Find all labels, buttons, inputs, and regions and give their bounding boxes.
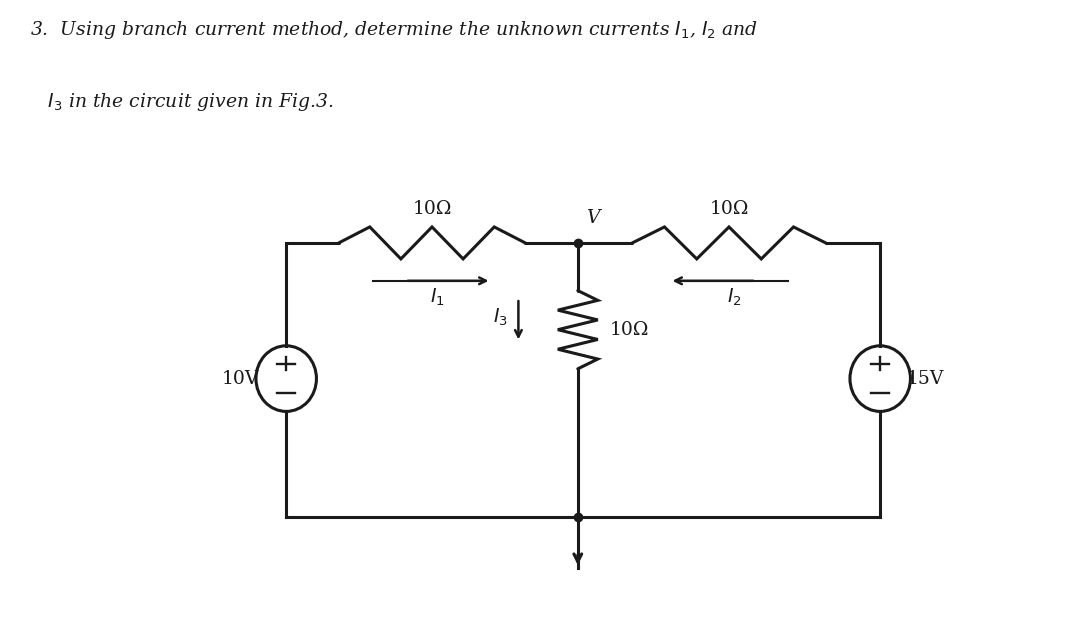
Text: 10Ω: 10Ω <box>610 321 649 339</box>
Text: 15V: 15V <box>907 370 945 387</box>
Text: 10Ω: 10Ω <box>710 199 748 218</box>
Text: $I_1$: $I_1$ <box>430 287 445 309</box>
Text: V: V <box>586 209 600 227</box>
Text: $I_2$: $I_2$ <box>727 287 742 309</box>
Text: 10V: 10V <box>221 370 259 387</box>
Text: $I_3$: $I_3$ <box>492 307 508 327</box>
Text: 3.  Using branch current method, determine the unknown currents $I_1$, $I_2$ and: 3. Using branch current method, determin… <box>30 19 758 41</box>
Text: 10Ω: 10Ω <box>413 199 451 218</box>
Text: $I_3$ in the circuit given in Fig.3.: $I_3$ in the circuit given in Fig.3. <box>30 91 334 114</box>
